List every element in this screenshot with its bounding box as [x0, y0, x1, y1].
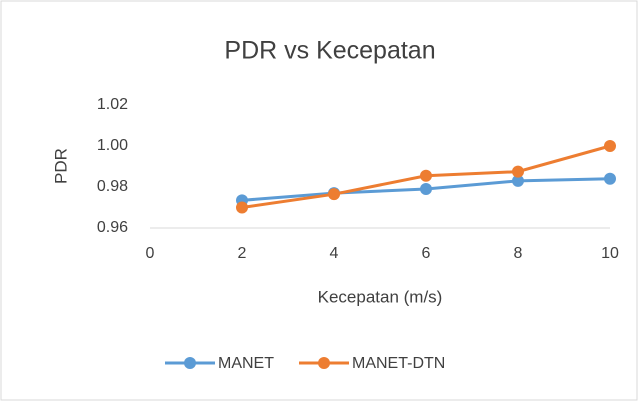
x-tick-label: 0: [146, 245, 155, 262]
x-tick-label: 10: [601, 245, 619, 262]
legend-label: MANET: [218, 355, 274, 372]
chart-title: PDR vs Kecepatan: [224, 37, 435, 65]
data-point: [328, 188, 340, 201]
legend-label: MANET-DTN: [352, 355, 445, 372]
data-point: [604, 172, 616, 185]
y-tick-label: 0.96: [97, 219, 128, 236]
data-point: [512, 165, 524, 178]
x-axis-label: Kecepatan (m/s): [318, 287, 443, 306]
data-point: [420, 183, 432, 196]
legend-marker: [184, 357, 196, 369]
y-axis-label: PDR: [51, 148, 70, 184]
legend-marker: [318, 357, 330, 369]
x-tick-label: 4: [330, 245, 339, 262]
y-tick-label: 1.02: [97, 96, 128, 113]
x-tick-label: 2: [238, 245, 247, 262]
x-tick-label: 6: [422, 245, 431, 262]
data-point: [512, 174, 524, 187]
data-point: [236, 201, 248, 214]
y-tick-label: 0.98: [97, 178, 128, 195]
data-point: [604, 140, 616, 152]
x-tick-label: 8: [514, 245, 523, 262]
y-tick-label: 1.00: [97, 137, 128, 154]
data-point: [420, 169, 432, 182]
